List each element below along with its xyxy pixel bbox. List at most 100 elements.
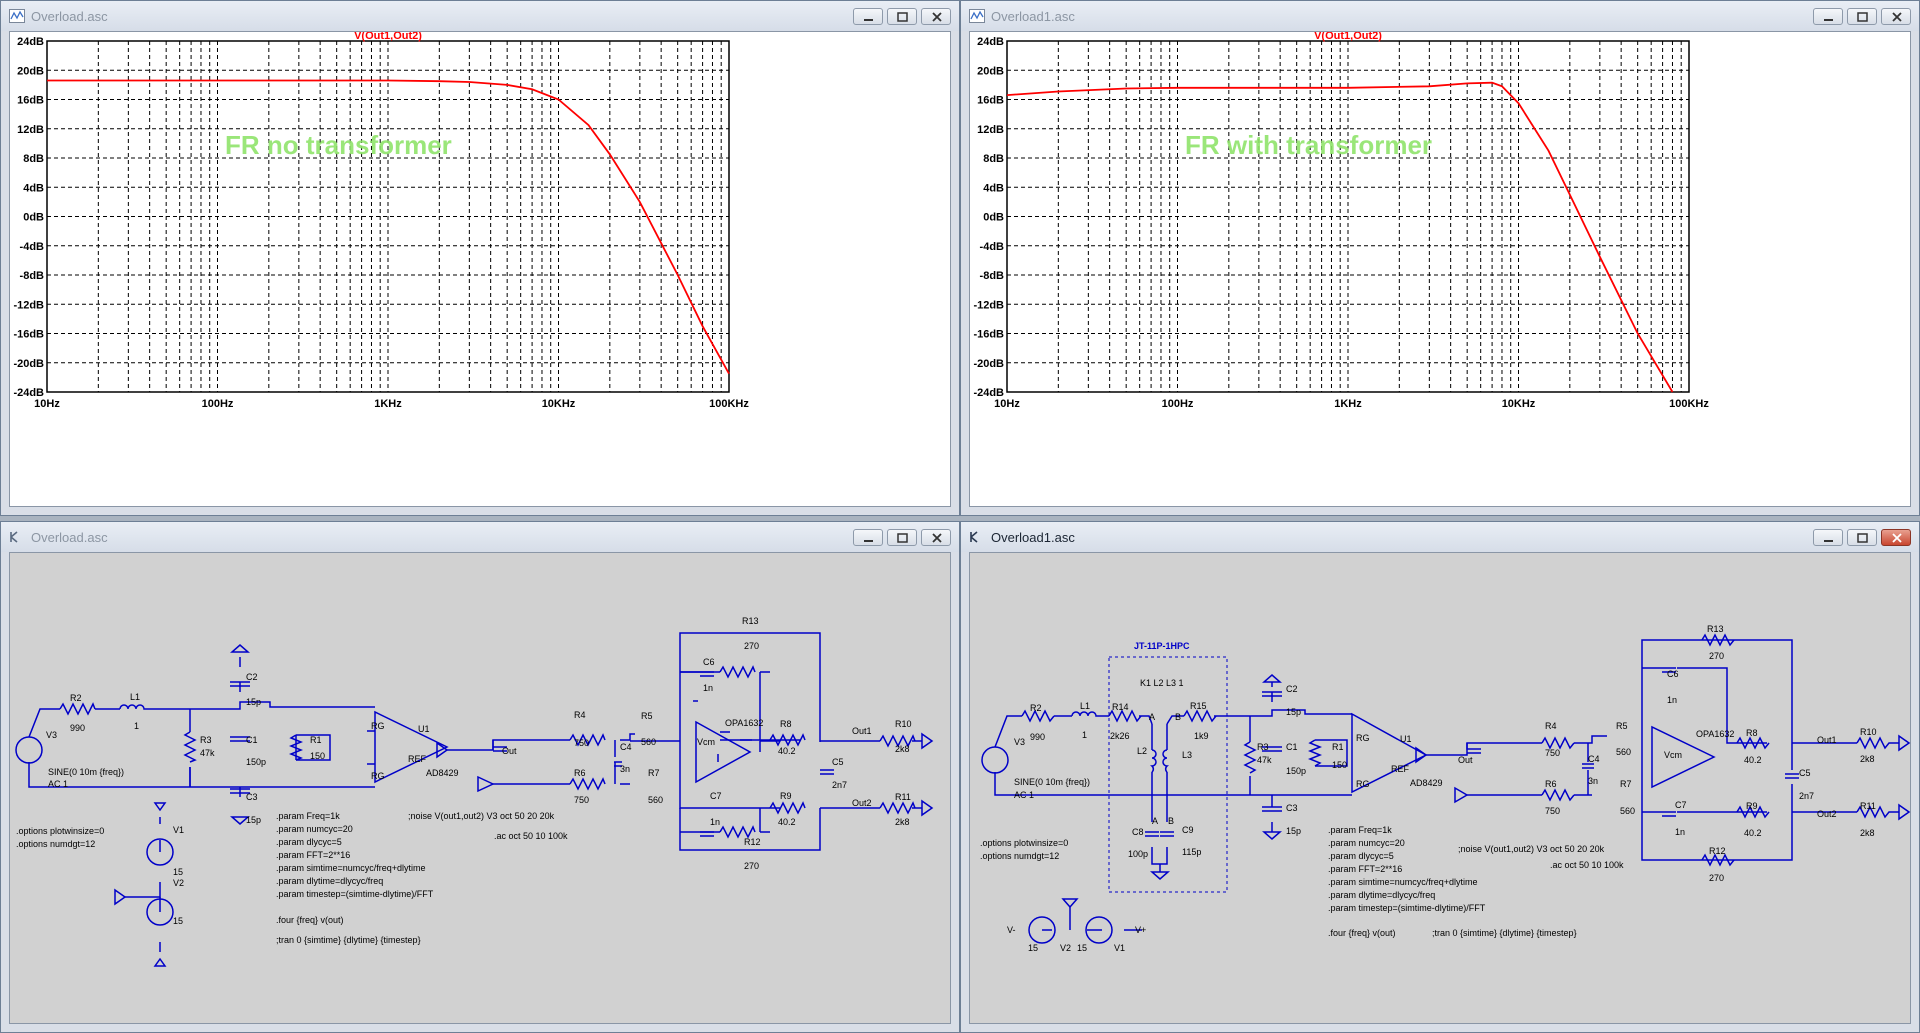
- label-C3: C3: [246, 792, 258, 802]
- x-tick-label: 100KHz: [709, 398, 749, 410]
- param-line: .param timestep=(simtime-dlytime)/FFT: [276, 889, 434, 899]
- label-ref: REF: [408, 754, 427, 764]
- label-R12: R12: [744, 837, 761, 847]
- label-C4: C4: [1588, 754, 1600, 764]
- x-tick-label: 10KHz: [542, 398, 576, 410]
- label-R6: R6: [574, 768, 586, 778]
- response-trace: [1006, 81, 1674, 393]
- y-tick-label: -12dB: [973, 299, 1004, 311]
- maximize-button[interactable]: [1847, 529, 1877, 546]
- param-line: .param simtime=numcyc/freq+dlytime: [1328, 877, 1478, 887]
- label-source: SINE(0 10m {freq}): [1014, 777, 1090, 787]
- label-C2: C2: [1286, 684, 1298, 694]
- param-line: .param Freq=1k: [276, 811, 340, 821]
- label-R12-value: 270: [1709, 873, 1724, 883]
- title-bar[interactable]: Overload.asc: [1, 1, 959, 31]
- x-tick-label: 100KHz: [1669, 398, 1709, 410]
- label-R9: R9: [780, 791, 792, 801]
- x-tick-labels: 10Hz 100Hz 1KHz 10KHz 100KHz: [34, 398, 749, 410]
- label-15b: 15: [1077, 943, 1087, 953]
- schematic-app-icon: [970, 531, 978, 543]
- minimize-button[interactable]: [1813, 8, 1843, 25]
- label-R15-value: 1k9: [1194, 731, 1209, 741]
- maximize-button[interactable]: [1847, 8, 1877, 25]
- y-tick-label: 4dB: [983, 182, 1004, 194]
- grid: [1007, 41, 1689, 392]
- label-C8: C8: [1132, 827, 1144, 837]
- label-C2-value: 15p: [246, 697, 261, 707]
- schematic-drawing[interactable]: JT-11P-1HPC: [970, 553, 1912, 1025]
- schematic-window-left[interactable]: Overload.asc: [0, 521, 960, 1033]
- x-tick-label: 100Hz: [202, 398, 234, 410]
- plot-window-right[interactable]: Overload1.asc 24dB 20dB 16dB 12dB 8dB 4dB 0dB -…: [960, 0, 1920, 516]
- x-tick-labels: 10Hz 100Hz 1KHz 10KHz 100KHz: [994, 398, 1709, 410]
- title-bar[interactable]: Overload.asc: [1, 522, 959, 552]
- close-button[interactable]: [921, 8, 951, 25]
- spice-directives: .options plotwinsize=0 .options numdgt=1…: [16, 811, 568, 945]
- label-V3: V3: [1014, 737, 1025, 747]
- plot-pane[interactable]: 24dB 20dB 16dB 12dB 8dB 4dB 0dB -4dB -8dB -12dB -1…: [9, 31, 951, 507]
- noise-directive: ;noise V(out1,out2) V3 oct 50 20 20k: [1458, 844, 1605, 854]
- y-tick-labels: 24dB 20dB 16dB 12dB 8dB 4dB 0dB -4dB -8dB -12dB -1…: [13, 36, 44, 399]
- y-tick-label: -16dB: [973, 329, 1004, 341]
- param-line: .param simtime=numcyc/freq+dlytime: [276, 863, 426, 873]
- label-OPA1632: OPA1632: [1696, 729, 1734, 739]
- close-button[interactable]: [1881, 8, 1911, 25]
- label-C1: C1: [1286, 742, 1298, 752]
- label-R10: R10: [1860, 727, 1877, 737]
- directive-line: .options plotwinsize=0: [980, 838, 1068, 848]
- minimize-button[interactable]: [853, 529, 883, 546]
- label-R8: R8: [780, 719, 792, 729]
- label-V1-value: 15: [173, 867, 183, 877]
- wires: [28, 632, 880, 952]
- trace-label[interactable]: V(Out1,Out2): [1314, 32, 1382, 42]
- schematic-canvas[interactable]: R2 990 L1 1 V3 SINE(0 10m {freq}) AC 1 R…: [9, 552, 951, 1024]
- minimize-button[interactable]: [1813, 529, 1843, 546]
- y-tick-label: 12dB: [977, 124, 1004, 136]
- y-tick-label: 4dB: [23, 182, 44, 194]
- label-R10-value: 2k8: [1860, 754, 1875, 764]
- label-R6-value: 750: [574, 795, 589, 805]
- y-tick-label: 20dB: [17, 65, 44, 77]
- x-tick-label: 100Hz: [1162, 398, 1194, 410]
- frequency-response-plot[interactable]: 24dB 20dB 16dB 12dB 8dB 4dB 0dB -4dB -8dB -12dB -1…: [10, 32, 952, 508]
- label-R2: R2: [1030, 703, 1042, 713]
- y-tick-label: -8dB: [980, 270, 1005, 282]
- label-A2: A: [1152, 816, 1158, 826]
- plot-window-left[interactable]: Overload.asc 24dB 20dB 16dB 12dB 8dB 4dB 0dB -4…: [0, 0, 960, 516]
- y-tick-label: 16dB: [17, 95, 44, 107]
- trace-label[interactable]: V(Out1,Out2): [354, 32, 422, 42]
- label-V1: V1: [173, 825, 184, 835]
- label-U1: U1: [1400, 734, 1412, 744]
- y-tick-label: -4dB: [980, 241, 1005, 253]
- label-R2-value: 990: [70, 723, 85, 733]
- maximize-button[interactable]: [887, 8, 917, 25]
- label-C1-value: 150p: [1286, 766, 1306, 776]
- label-R3: R3: [200, 735, 212, 745]
- label-L2: L2: [1137, 746, 1147, 756]
- close-button[interactable]: [921, 529, 951, 546]
- label-C7-value: 1n: [1675, 827, 1685, 837]
- label-R5: R5: [641, 711, 653, 721]
- label-C1-value: 150p: [246, 757, 266, 767]
- label-C3-value: 15p: [246, 815, 261, 825]
- label-C6: C6: [703, 657, 715, 667]
- frequency-response-plot[interactable]: 24dB 20dB 16dB 12dB 8dB 4dB 0dB -4dB -8dB -12dB -1…: [970, 32, 1912, 508]
- minimize-button[interactable]: [853, 8, 883, 25]
- schematic-window-right[interactable]: Overload1.asc: [960, 521, 1920, 1033]
- y-tick-label: 0dB: [983, 212, 1004, 224]
- schematic-canvas[interactable]: JT-11P-1HPC: [969, 552, 1911, 1024]
- maximize-button[interactable]: [887, 529, 917, 546]
- waveform-app-icon: [969, 9, 985, 23]
- close-button[interactable]: [1881, 529, 1911, 546]
- title-bar[interactable]: Overload1.asc: [961, 522, 1919, 552]
- y-tick-label: -20dB: [973, 358, 1004, 370]
- label-R3: R3: [1257, 742, 1269, 752]
- plot-pane[interactable]: 24dB 20dB 16dB 12dB 8dB 4dB 0dB -4dB -8dB -12dB -1…: [969, 31, 1911, 507]
- title-bar[interactable]: Overload1.asc: [961, 1, 1919, 31]
- component-labels: R2 990 L1 1 V3 SINE(0 10m {freq}) AC 1 R…: [46, 616, 912, 926]
- schematic-drawing[interactable]: R2 990 L1 1 V3 SINE(0 10m {freq}) AC 1 R…: [10, 553, 952, 1025]
- label-R4-value: 750: [1545, 748, 1560, 758]
- label-R8: R8: [1746, 728, 1758, 738]
- annotation-text: FR with transformer: [1185, 130, 1432, 160]
